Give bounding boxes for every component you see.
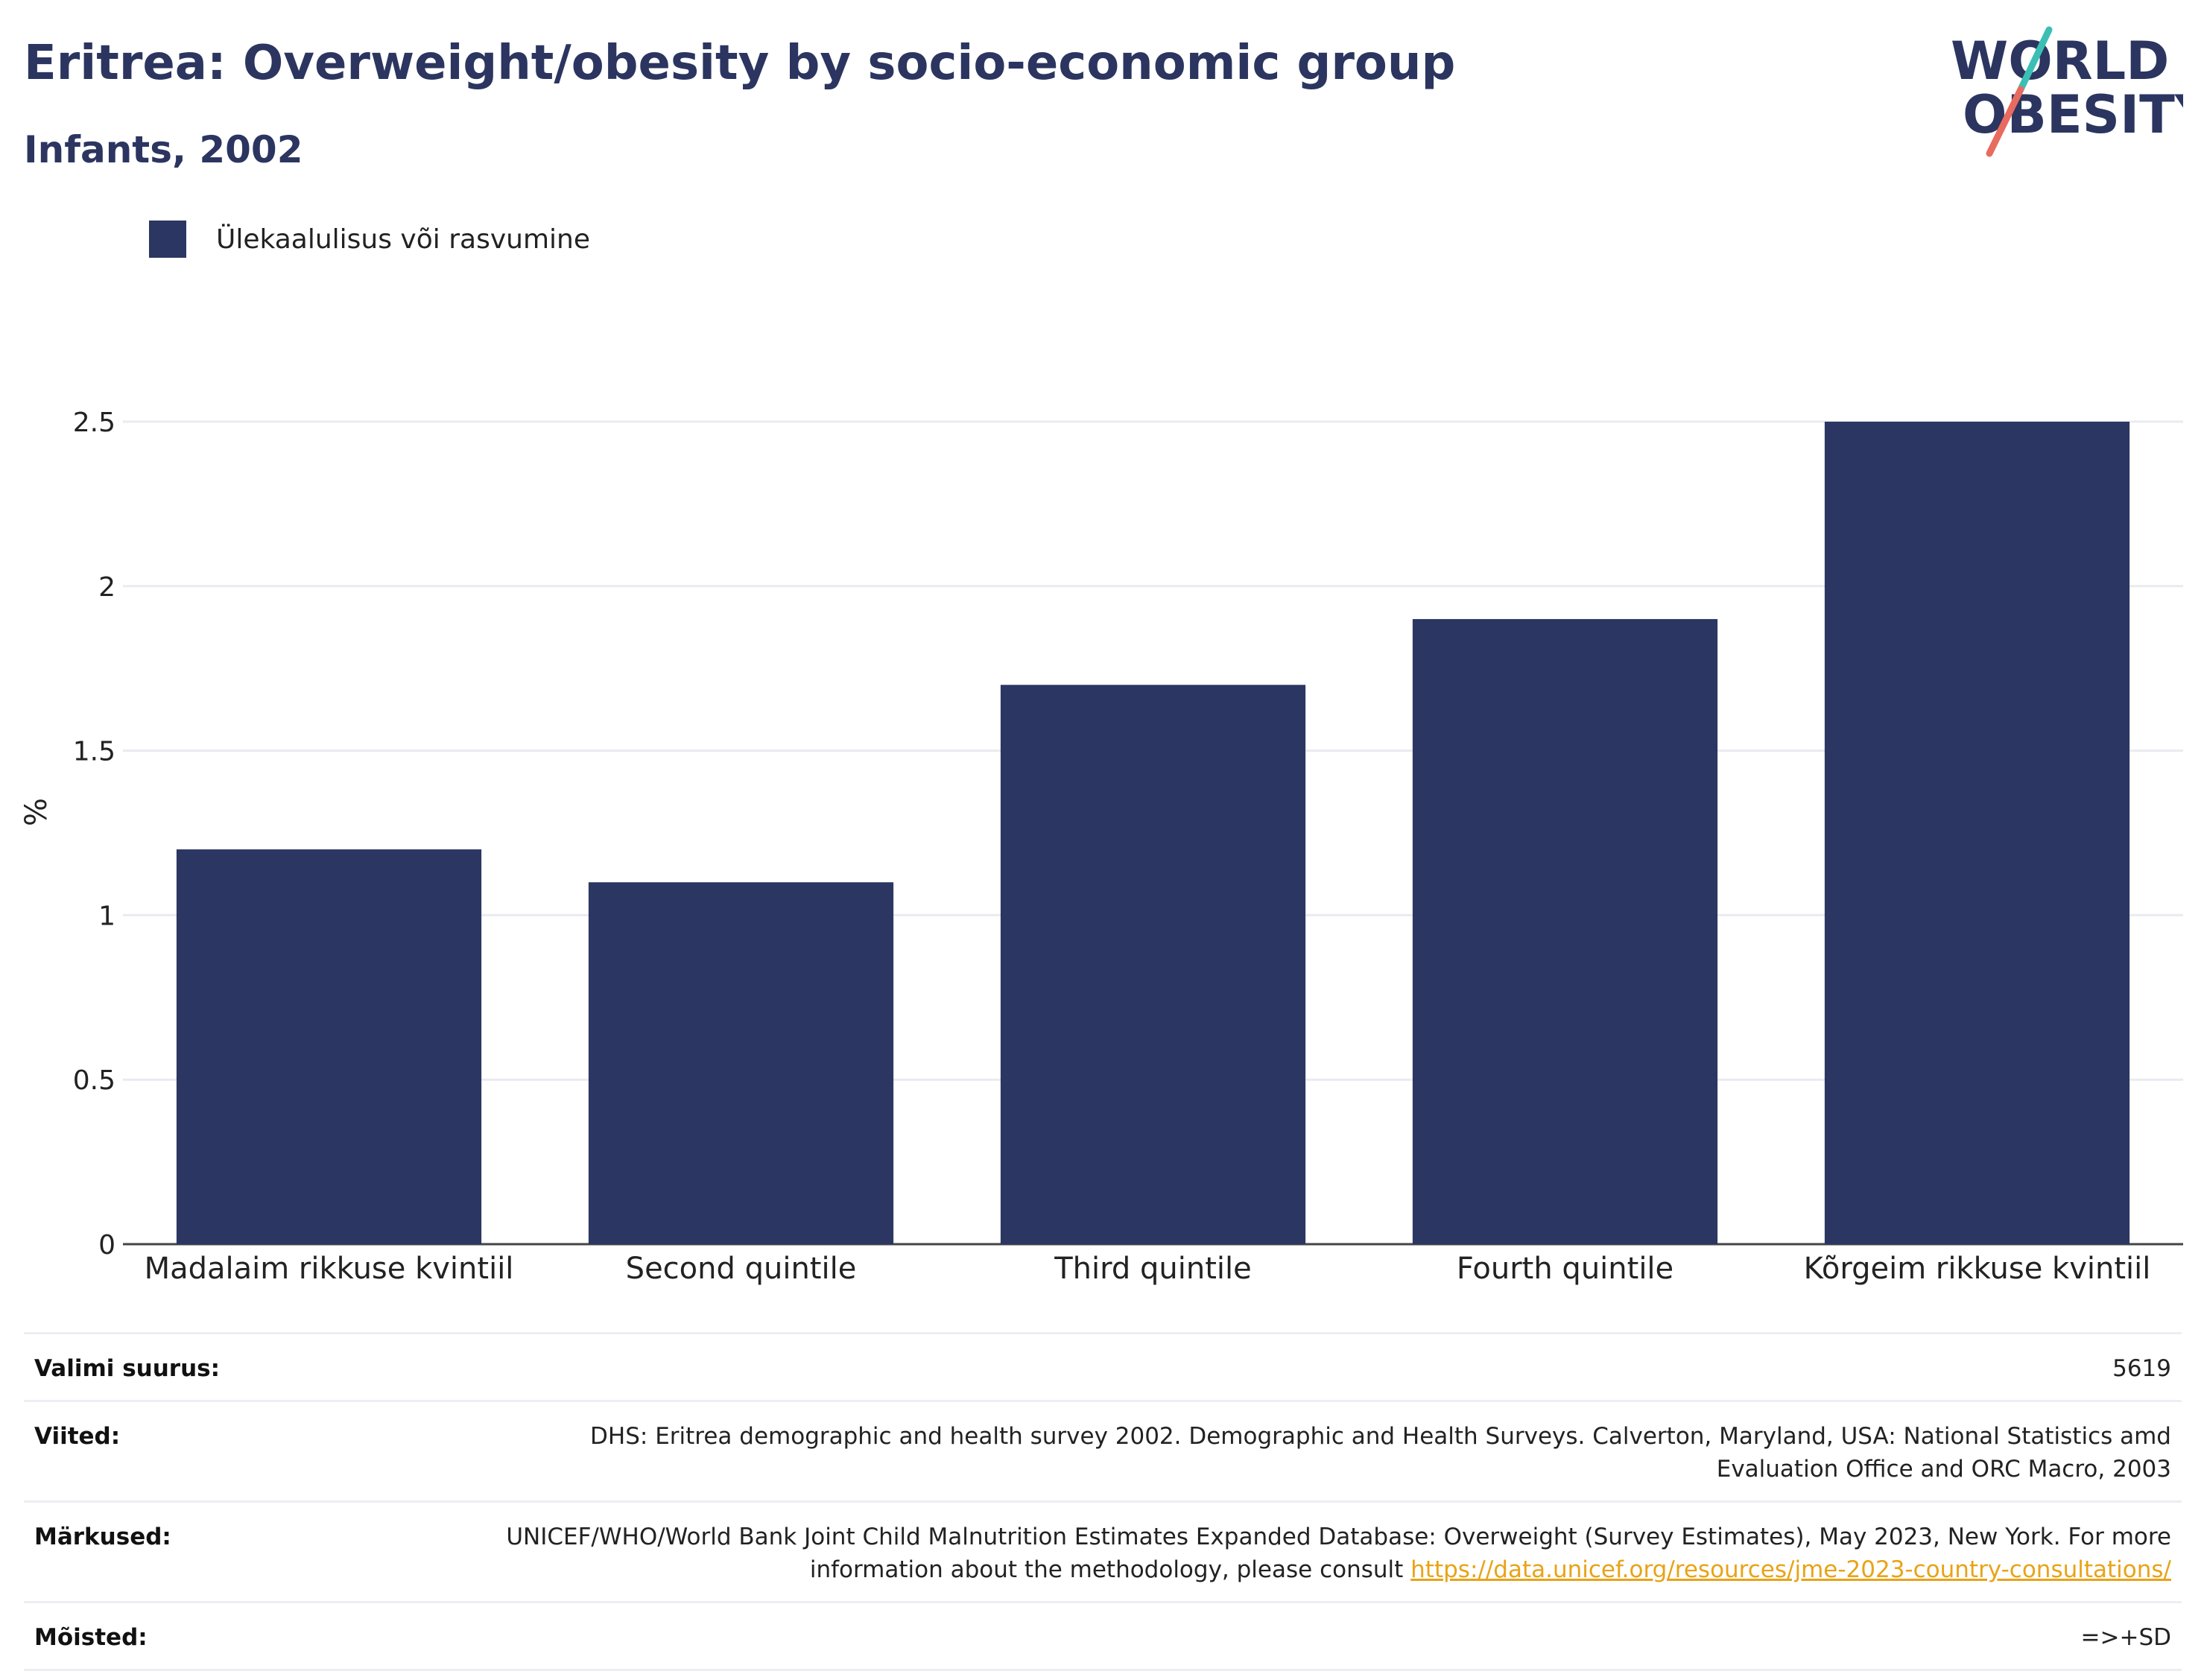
bar[interactable]	[1412, 618, 1718, 1244]
y-tick-label: 1	[98, 901, 115, 931]
x-tick-label: Second quintile	[626, 1252, 857, 1286]
notes-label: Märkused:	[34, 1524, 171, 1550]
sample-size-label: Valimi suurus:	[34, 1355, 220, 1382]
bar[interactable]	[588, 882, 894, 1244]
definitions-label: Mõisted:	[34, 1624, 148, 1651]
bar[interactable]	[176, 849, 482, 1244]
x-tick-label: Third quintile	[1054, 1252, 1251, 1286]
info-table: Valimi suurus: 5619 Viited: DHS: Eritrea…	[24, 1332, 2182, 1671]
legend-label: Ülekaalulisus või rasvumine	[216, 224, 590, 255]
references-label: Viited:	[34, 1423, 121, 1450]
definitions-value: =>+SD	[2080, 1624, 2171, 1651]
chart-legend[interactable]: Ülekaalulisus või rasvumine	[149, 221, 590, 258]
info-row-references: Viited: DHS: Eritrea demographic and hea…	[24, 1400, 2182, 1500]
logo-slash-teal	[2017, 26, 2053, 93]
x-tick-label: Kõrgeim rikkuse kvintiil	[1804, 1252, 2151, 1286]
y-tick-label: 1.5	[73, 737, 115, 767]
world-obesity-logo: WORLD OBESITY	[1951, 26, 2183, 157]
bar[interactable]	[1000, 685, 1306, 1244]
y-axis-label: %	[19, 798, 54, 826]
legend-swatch	[149, 221, 186, 258]
y-tick-label: 0	[98, 1230, 115, 1261]
y-tick-label: 0.5	[73, 1065, 115, 1096]
sample-size-value: 5619	[2112, 1355, 2171, 1382]
info-row-sample-size: Valimi suurus: 5619	[24, 1332, 2182, 1400]
methodology-link[interactable]: https://data.unicef.org/resources/jme-20…	[1410, 1556, 2171, 1583]
y-tick-label: 2.5	[73, 408, 115, 438]
logo-slash-coral	[1986, 86, 2024, 157]
info-row-definitions: Mõisted: =>+SD	[24, 1601, 2182, 1671]
y-tick-label: 2	[98, 572, 115, 603]
logo-text-world: WORLD	[1951, 31, 2169, 92]
notes-value: UNICEF/WHO/World Bank Joint Child Malnut…	[472, 1521, 2171, 1586]
bar[interactable]	[1824, 422, 2130, 1244]
references-value: DHS: Eritrea demographic and health surv…	[590, 1423, 2171, 1483]
chart-title: Eritrea: Overweight/obesity by socio-eco…	[24, 36, 1456, 91]
bar-chart: 0 0.5 1 1.5 2 2.5 Madalaim rikkuse kvintiil Se…	[19, 408, 2183, 1286]
info-row-notes: Märkused: UNICEF/WHO/World Bank Joint Ch…	[24, 1500, 2182, 1601]
notes-text: UNICEF/WHO/World Bank Joint Child Malnut…	[506, 1524, 2171, 1583]
x-tick-label: Madalaim rikkuse kvintiil	[145, 1252, 514, 1286]
chart-subtitle: Infants, 2002	[24, 128, 303, 171]
x-tick-label: Fourth quintile	[1457, 1252, 1673, 1286]
